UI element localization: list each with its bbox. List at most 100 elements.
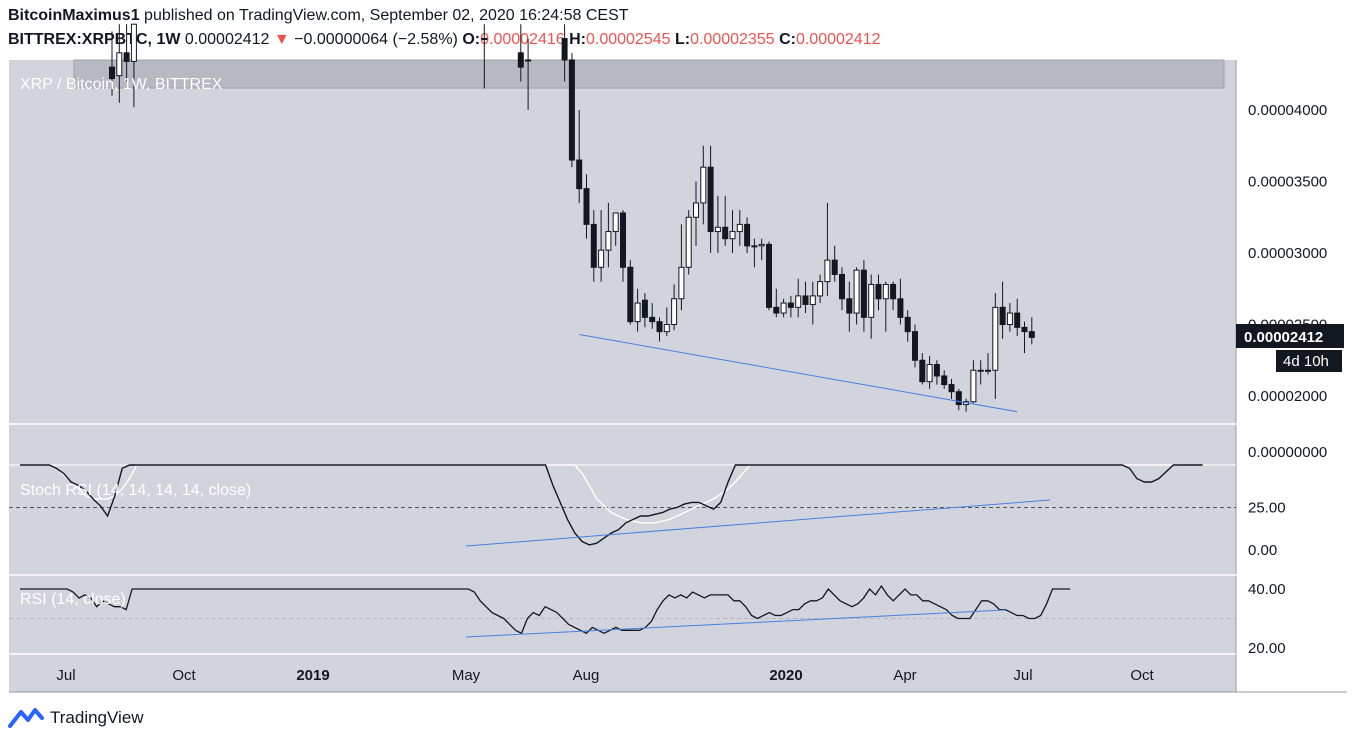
resistance-zone bbox=[73, 59, 1225, 89]
candle-body bbox=[109, 66, 115, 80]
symbol-label: BITTREX:XRPBTC, 1W bbox=[8, 31, 181, 48]
candle-body bbox=[736, 223, 743, 233]
high-value: 0.00002545 bbox=[585, 31, 671, 48]
candle-body bbox=[992, 306, 999, 371]
tradingview-logo-icon bbox=[8, 708, 44, 728]
candle-body bbox=[517, 52, 524, 68]
candle-body bbox=[671, 298, 678, 326]
rsi-pane-title: RSI (14, close) bbox=[20, 591, 126, 608]
footer: TradingView bbox=[8, 706, 144, 730]
candle-body bbox=[576, 159, 583, 190]
price-tick-label: 0.00003000 bbox=[1248, 245, 1327, 262]
candle-body bbox=[634, 302, 641, 323]
ohlc-header: BITTREX:XRPBTC, 1W 0.00002412 ▼ −0.00000… bbox=[8, 31, 880, 49]
time-tick-label: 2019 bbox=[296, 667, 329, 684]
candle-body bbox=[1028, 331, 1035, 338]
candle-body bbox=[977, 369, 984, 372]
candle-body bbox=[897, 298, 904, 318]
high-label: H: bbox=[569, 31, 586, 48]
candle-body bbox=[722, 226, 729, 240]
candle-body bbox=[123, 52, 130, 62]
candle-body bbox=[685, 216, 692, 268]
candle-body bbox=[729, 231, 736, 240]
candle-body bbox=[817, 281, 824, 297]
rsi-tick-label: 40.00 bbox=[1248, 581, 1286, 598]
time-tick-label: 2020 bbox=[769, 667, 802, 684]
candle-body bbox=[758, 243, 765, 247]
stoch-pane-title: Stoch RSI (14, 14, 14, 14, close) bbox=[20, 482, 251, 499]
time-tick-label: Oct bbox=[172, 667, 196, 684]
candle-body bbox=[693, 202, 699, 218]
close-value: 0.00002412 bbox=[795, 31, 881, 48]
low-label: L: bbox=[674, 31, 691, 48]
candle-body bbox=[955, 391, 962, 406]
last-price: 0.00002412 bbox=[184, 31, 270, 48]
candle-body bbox=[839, 273, 845, 300]
time-tick-label: Jul bbox=[56, 667, 75, 684]
candle-body bbox=[656, 321, 663, 333]
candle-body bbox=[561, 38, 568, 61]
candle-body bbox=[590, 223, 597, 268]
candle-body bbox=[678, 266, 685, 300]
close-label: C: bbox=[779, 31, 796, 48]
price-change: −0.00000064 (−2.58%) bbox=[294, 31, 458, 48]
candle-body bbox=[714, 226, 721, 233]
price-tick-label: 0.00002000 bbox=[1248, 388, 1327, 405]
candle-body bbox=[1021, 326, 1028, 333]
rsi-trendline bbox=[465, 609, 1006, 638]
low-value: 0.00002355 bbox=[690, 31, 775, 48]
publish-header: BitcoinMaximus1 published on TradingView… bbox=[8, 7, 629, 25]
candle-body bbox=[1014, 312, 1021, 328]
chart-background bbox=[9, 60, 1236, 692]
candle-body bbox=[795, 295, 802, 308]
candle-body bbox=[583, 188, 590, 225]
price-tick-label: 0.00004000 bbox=[1248, 102, 1327, 119]
candle-body bbox=[116, 52, 123, 77]
tradingview-brand[interactable]: TradingView bbox=[50, 708, 144, 727]
candle-body bbox=[641, 299, 648, 318]
candle-body bbox=[919, 359, 926, 383]
author-name[interactable]: BitcoinMaximus1 bbox=[8, 7, 140, 24]
candle-body bbox=[970, 369, 977, 403]
open-value: 0.00002416 bbox=[480, 31, 565, 48]
candle-body bbox=[751, 245, 758, 248]
candle-body bbox=[700, 166, 707, 204]
time-tick-label: May bbox=[452, 667, 481, 684]
candle-body bbox=[860, 269, 867, 318]
rsi-tick-label: 20.00 bbox=[1248, 640, 1286, 657]
candle-body bbox=[941, 375, 948, 386]
candle-body bbox=[707, 166, 714, 233]
candle-body bbox=[890, 283, 897, 300]
price-axis-background bbox=[1236, 60, 1347, 692]
candle-body bbox=[802, 295, 809, 305]
candle-body bbox=[620, 212, 626, 268]
candle-body bbox=[568, 59, 575, 161]
candle-body bbox=[1006, 312, 1013, 325]
candle-body bbox=[824, 259, 831, 283]
candle-body bbox=[649, 316, 656, 323]
candle-body bbox=[846, 298, 853, 314]
candle-body bbox=[787, 302, 794, 308]
time-tick-label: Oct bbox=[1130, 667, 1154, 684]
candle-body bbox=[612, 212, 619, 233]
published-text: published on TradingView.com, September … bbox=[144, 7, 629, 24]
price-pane-title: XRP / Bitcoin, 1W, BITTREX bbox=[20, 76, 223, 93]
candle-body bbox=[605, 231, 612, 251]
price-trendline bbox=[579, 334, 1018, 413]
candle-body bbox=[912, 331, 918, 361]
candle-body bbox=[853, 269, 860, 314]
candle-body bbox=[598, 249, 605, 268]
price-tick-label: 0.00003500 bbox=[1248, 174, 1327, 191]
candle-body bbox=[868, 283, 875, 318]
down-arrow-icon: ▼ bbox=[273, 31, 290, 48]
candle-body bbox=[933, 364, 940, 377]
candle-body bbox=[948, 384, 955, 393]
candle-body bbox=[130, 23, 137, 62]
rsi-series-line bbox=[20, 584, 1071, 635]
candle-body bbox=[926, 364, 933, 383]
stoch-series-line bbox=[20, 464, 1203, 546]
countdown-label: 4d 10h bbox=[1283, 353, 1329, 370]
candle-body bbox=[831, 259, 838, 275]
candle-body bbox=[780, 302, 787, 314]
